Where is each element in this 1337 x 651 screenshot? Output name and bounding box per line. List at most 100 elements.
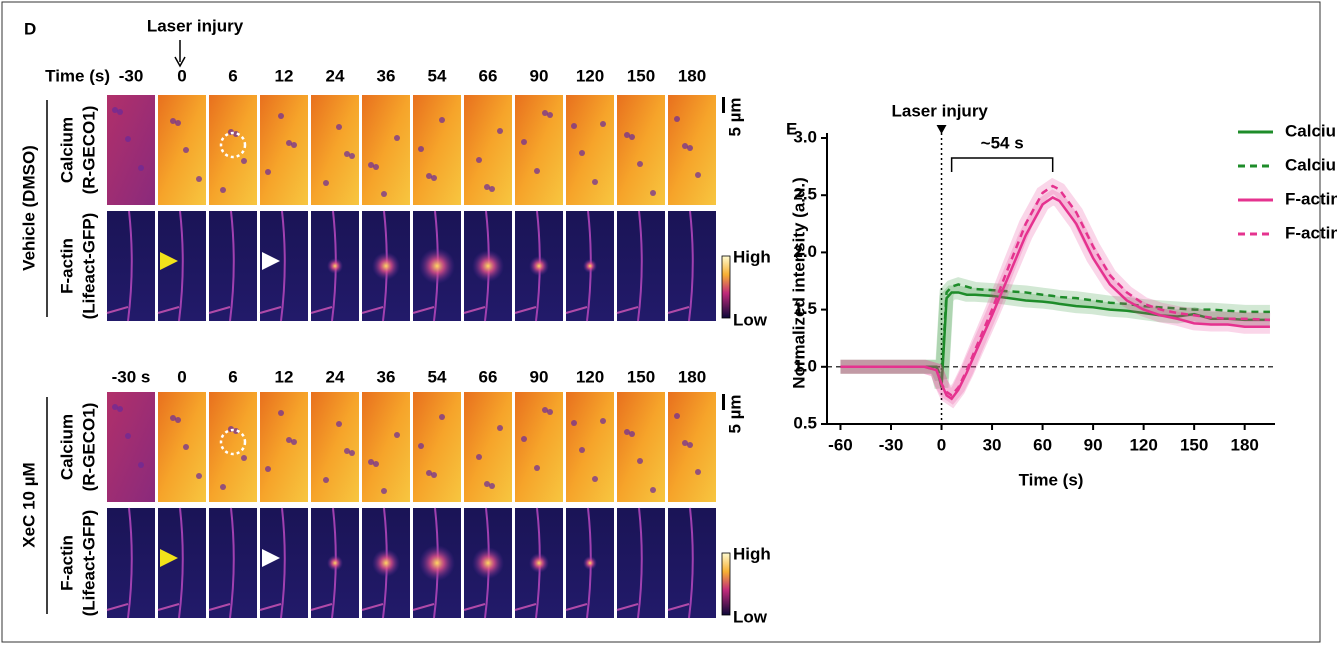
injury-spot: [583, 556, 597, 570]
condition-label: XeC 10 µM: [19, 462, 38, 547]
x-tick-label: 150: [1180, 435, 1208, 454]
cell-spot: [476, 454, 482, 460]
cell-spot: [571, 123, 577, 129]
injury-spot: [472, 547, 504, 579]
row-label: F-actin: [57, 238, 76, 294]
cell-spot: [373, 461, 379, 467]
cell-spot: [418, 146, 424, 152]
legend-label: F-actin (XeC): [1285, 223, 1337, 242]
cell-spot: [291, 439, 297, 445]
cell-spot: [220, 187, 226, 193]
time-label: 36: [377, 66, 396, 85]
x-tick-label: 180: [1230, 435, 1258, 454]
calcium-image: [566, 95, 614, 205]
time-label: 150: [627, 367, 655, 386]
cell-spot: [674, 413, 680, 419]
colorbar-low: Low: [733, 310, 768, 329]
cell-spot: [695, 172, 701, 178]
cell-spot: [637, 161, 643, 167]
time-label: 120: [576, 66, 604, 85]
row-label: (R-GECO1): [79, 106, 98, 195]
cell-spot: [125, 136, 131, 142]
cell-spot: [650, 190, 656, 196]
row-label: (R-GECO1): [79, 403, 98, 492]
cell-spot: [497, 128, 503, 134]
cell-spot: [476, 157, 482, 163]
time-label: 12: [275, 367, 294, 386]
time-label: 24: [326, 66, 345, 85]
time-label: 6: [228, 367, 237, 386]
injury-spot: [327, 258, 343, 274]
injury-spot: [419, 248, 455, 284]
cell-spot: [323, 477, 329, 483]
calcium-image: [566, 392, 614, 502]
cell-spot: [291, 142, 297, 148]
time-label: 0: [177, 66, 186, 85]
cell-spot: [138, 462, 144, 468]
scale-label: 5 µm: [725, 394, 744, 433]
cell-spot: [278, 113, 284, 119]
x-tick-label: 60: [1033, 435, 1052, 454]
cell-spot: [637, 458, 643, 464]
scale-label: 5 µm: [725, 97, 744, 136]
cell-spot: [600, 418, 606, 424]
panel-label: D: [24, 19, 36, 38]
cell-spot: [265, 466, 271, 472]
cell-spot: [431, 472, 437, 478]
calcium-image: [617, 95, 665, 205]
time-label: 120: [576, 367, 604, 386]
cell-spot: [600, 121, 606, 127]
y-tick-label: 0.5: [793, 413, 817, 432]
x-tick-label: 90: [1084, 435, 1103, 454]
cell-spot: [489, 483, 495, 489]
time-label: 36: [377, 367, 396, 386]
calcium-image: [311, 95, 359, 205]
cell-spot: [278, 410, 284, 416]
calcium-image: [311, 392, 359, 502]
cell-spot: [439, 117, 445, 123]
legend-label: Calcium (XeC): [1285, 155, 1337, 174]
cell-spot: [381, 488, 387, 494]
cell-spot: [431, 175, 437, 181]
time-label: 54: [428, 66, 447, 85]
bracket-label: ~54 s: [981, 133, 1024, 152]
cell-spot: [265, 169, 271, 175]
time-label: 12: [275, 66, 294, 85]
calcium-image: [362, 392, 410, 502]
cell-spot: [241, 158, 247, 164]
cell-spot: [196, 473, 202, 479]
calcium-image: [260, 392, 308, 502]
x-tick-label: 120: [1129, 435, 1157, 454]
injury-spot: [372, 549, 400, 577]
cell-spot: [521, 139, 527, 145]
cell-spot: [349, 450, 355, 456]
cell-spot: [534, 465, 540, 471]
injury-spot: [529, 256, 549, 276]
calcium-image: [260, 95, 308, 205]
time-label: 0: [177, 367, 186, 386]
cell-spot: [381, 191, 387, 197]
cell-spot: [695, 469, 701, 475]
time-label: -30: [119, 66, 144, 85]
cell-spot: [650, 487, 656, 493]
colorbar: [722, 256, 730, 318]
cell-spot: [629, 134, 635, 140]
cell-spot: [394, 135, 400, 141]
x-tick-label: -60: [828, 435, 853, 454]
cell-spot: [373, 164, 379, 170]
calcium-image: [362, 95, 410, 205]
cell-spot: [125, 433, 131, 439]
cell-spot: [687, 145, 693, 151]
time-label: 24: [326, 367, 345, 386]
cell-spot: [579, 150, 585, 156]
cell-spot: [183, 147, 189, 153]
x-tick-label: 0: [937, 435, 946, 454]
calcium-image: [158, 392, 206, 502]
annotation: Laser injury: [147, 16, 244, 35]
colorbar-high: High: [733, 544, 771, 563]
annotation: Laser injury: [892, 101, 989, 120]
colorbar-high: High: [733, 247, 771, 266]
condition-label: Vehicle (DMSO): [19, 145, 38, 271]
row-label: Calcium: [57, 117, 76, 183]
time-label: 54: [428, 367, 447, 386]
